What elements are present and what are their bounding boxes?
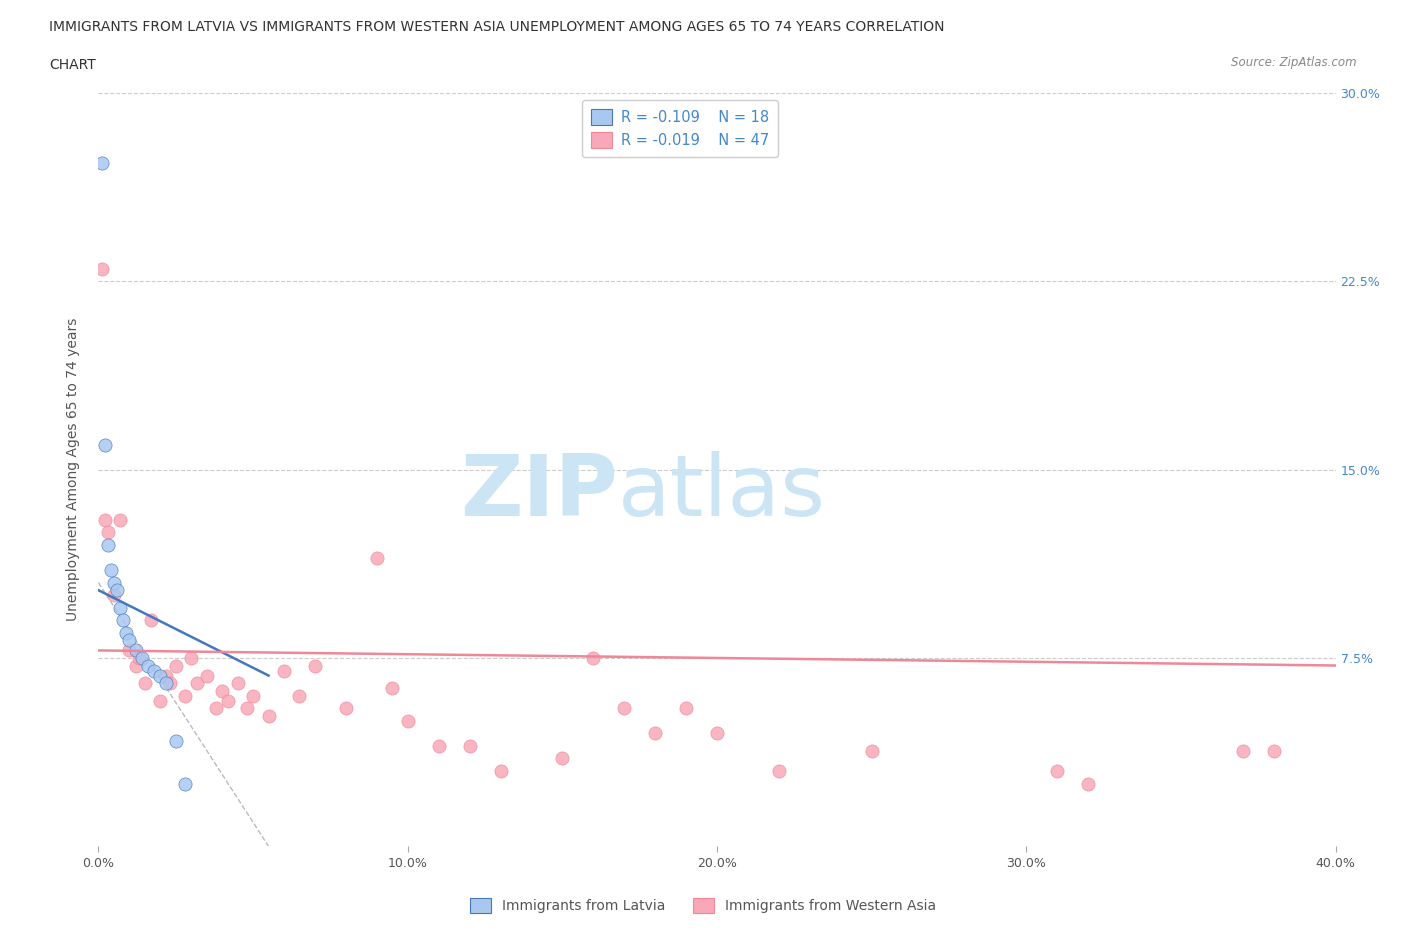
Point [118,633,141,648]
Point [90,156,112,171]
Point [100,563,122,578]
Point [118,643,141,658]
Point [273,663,295,678]
Point [174,776,197,790]
Point [134,675,156,690]
Point [860,743,883,758]
Point [97,538,120,552]
Point [93,437,115,452]
Point [149,668,172,683]
Point [124,658,146,673]
Legend: R = -0.109    N = 18, R = -0.019    N = 47: R = -0.109 N = 18, R = -0.019 N = 47 [582,100,778,157]
Point [335,701,357,716]
Point [288,688,311,703]
Point [768,764,790,778]
Point [186,675,208,690]
Point [396,713,419,728]
Point [427,738,450,753]
Point [97,525,120,540]
Point [211,684,233,698]
Point [108,512,131,527]
Point [226,675,249,690]
Point [93,512,115,527]
Point [149,693,172,708]
Text: Source: ZipAtlas.com: Source: ZipAtlas.com [1232,56,1357,69]
Point [165,734,187,749]
Text: IMMIGRANTS FROM LATVIA VS IMMIGRANTS FROM WESTERN ASIA UNEMPLOYMENT AMONG AGES 6: IMMIGRANTS FROM LATVIA VS IMMIGRANTS FRO… [49,20,945,34]
Point [103,575,125,591]
Point [381,681,404,696]
Point [551,751,574,766]
Point [105,583,128,598]
Legend: Immigrants from Latvia, Immigrants from Western Asia: Immigrants from Latvia, Immigrants from … [464,892,942,919]
Point [128,651,150,666]
Point [1046,764,1069,778]
Point [217,693,239,708]
Text: ZIP: ZIP [460,451,619,534]
Point [644,726,666,741]
Point [155,668,177,683]
Point [205,701,228,716]
Point [195,668,218,683]
Point [108,601,131,616]
Point [139,613,162,628]
Point [242,688,264,703]
Point [115,626,138,641]
Point [155,675,177,690]
Point [257,709,280,724]
Point [124,643,146,658]
Y-axis label: Unemployment Among Ages 65 to 74 years: Unemployment Among Ages 65 to 74 years [66,318,80,621]
Point [489,764,512,778]
Point [174,688,197,703]
Point [582,651,605,666]
Point [136,658,159,673]
Point [112,613,135,628]
Point [304,658,326,673]
Point [366,551,388,565]
Point [159,675,181,690]
Point [1263,743,1285,758]
Point [706,726,728,741]
Point [180,651,202,666]
Point [131,651,153,666]
Point [165,658,187,673]
Point [90,261,112,276]
Point [1232,743,1254,758]
Point [1077,776,1099,790]
Point [613,701,636,716]
Point [458,738,481,753]
Point [236,701,259,716]
Text: CHART: CHART [49,58,96,72]
Point [103,588,125,603]
Point [675,701,697,716]
Point [143,663,166,678]
Text: atlas: atlas [619,451,827,534]
